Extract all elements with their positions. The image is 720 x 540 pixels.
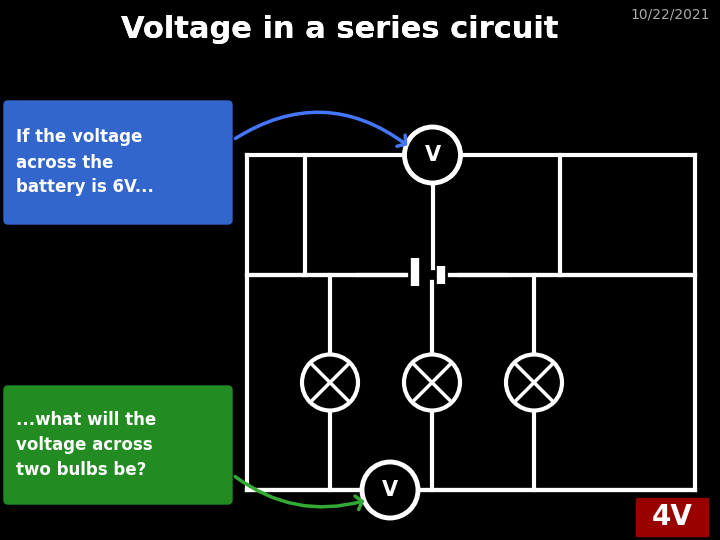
Text: Voltage in a series circuit: Voltage in a series circuit xyxy=(121,16,559,44)
Text: If the voltage
across the
battery is 6V...: If the voltage across the battery is 6V.… xyxy=(16,129,154,197)
Circle shape xyxy=(302,354,358,410)
FancyBboxPatch shape xyxy=(636,498,708,536)
FancyBboxPatch shape xyxy=(4,386,232,504)
Text: V: V xyxy=(424,145,441,165)
Circle shape xyxy=(506,354,562,410)
Text: 10/22/2021: 10/22/2021 xyxy=(631,8,710,22)
Text: ...what will the
voltage across
two bulbs be?: ...what will the voltage across two bulb… xyxy=(16,411,156,479)
Text: Voltage in a series circuit: Voltage in a series circuit xyxy=(121,16,559,44)
Text: V: V xyxy=(382,480,398,500)
Circle shape xyxy=(405,127,461,183)
Circle shape xyxy=(362,462,418,518)
FancyBboxPatch shape xyxy=(4,101,232,224)
Circle shape xyxy=(404,354,460,410)
Text: 4V: 4V xyxy=(652,503,693,531)
